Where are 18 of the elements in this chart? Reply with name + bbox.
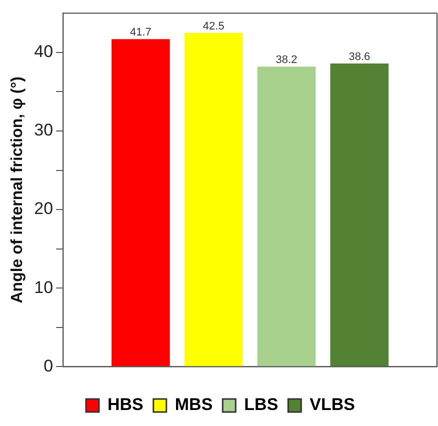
y-axis-title: Angle of internal friction, φ (°) (9, 76, 26, 304)
y-tick-label: 40 (34, 42, 54, 62)
legend-label: HBS (107, 395, 144, 414)
legend-label: LBS (244, 395, 278, 414)
data-label: 38.2 (276, 54, 298, 66)
legend-label: MBS (174, 395, 213, 414)
bar (257, 66, 316, 366)
y-tick-label: 0 (44, 356, 54, 376)
bar (330, 63, 389, 366)
bar (184, 32, 243, 366)
y-tick-label: 20 (34, 199, 54, 218)
y-tick-label: 10 (34, 278, 54, 297)
data-label: 41.7 (130, 26, 152, 39)
bar (112, 39, 170, 366)
y-tick-label: 30 (34, 120, 54, 140)
legend-label: VLBS (310, 395, 356, 414)
data-label: 42.5 (202, 20, 224, 32)
data-label: 38.6 (348, 50, 370, 63)
